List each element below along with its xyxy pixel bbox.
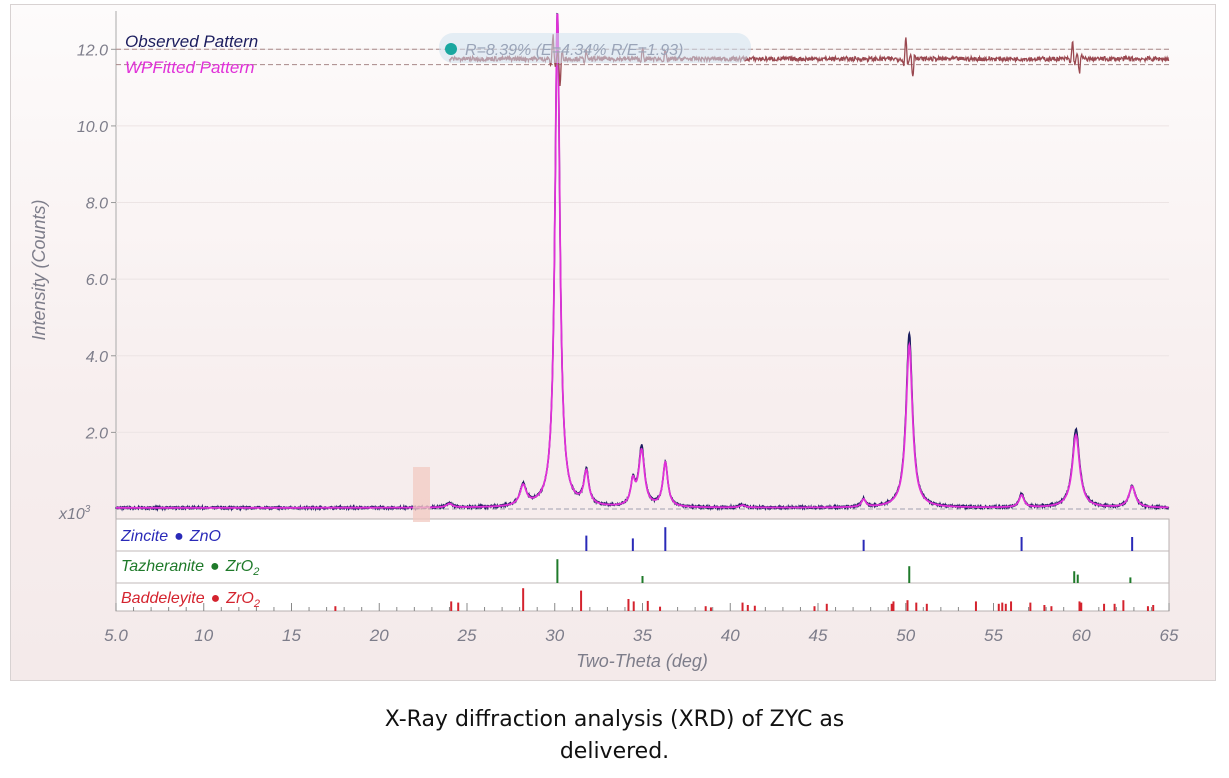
phase-reference-lines [334,527,1155,611]
x-tick-label: 5.0 [104,626,128,645]
x-tick-label: 15 [282,626,301,645]
x-tick-label: 10 [194,626,213,645]
y-grid [111,48,1169,433]
x-axis-label: Two-Theta (deg) [576,651,708,671]
fit-stats-marker [445,43,457,55]
fit-stats-glow [439,33,751,63]
observed-pattern-line [115,12,1170,512]
x-tick-marks: 5.0 10 15 20 25 30 35 40 45 50 55 60 65 [104,603,1179,645]
y-tick-label: 10.0 [77,119,108,136]
y-multiplier: x103 [58,504,91,523]
x-tick-label: 60 [1072,626,1091,645]
caption-line-1: X-Ray diffraction analysis (XRD) of ZYC … [384,707,845,732]
y-tick-label: 12.0 [77,42,108,59]
y-tick-label: 4.0 [86,349,108,366]
phase-label-baddeleyite: Baddeleyite ● ZrO2 [121,590,260,610]
xrd-chart: 2.0 4.0 6.0 8.0 10.0 12.0 5.0 10 15 20 25 30 35 40 45… [29,11,1179,671]
x-tick-label: 55 [984,626,1003,645]
phase-label-tazheranite: Tazheranite ● ZrO2 [121,558,259,578]
x-tick-label: 35 [633,626,652,645]
x-tick-label: 40 [721,626,740,645]
fitted-pattern-line [116,13,1169,509]
phase-panel [115,518,1170,612]
legend-fitted: WPFitted Pattern [125,58,254,77]
plot-area [116,11,1169,509]
figure-caption: X-Ray diffraction analysis (XRD) of ZYC … [0,704,1229,768]
legend-observed: Observed Pattern [125,32,258,51]
xrd-figure: 2.0 4.0 6.0 8.0 10.0 12.0 5.0 10 15 20 25 30 35 40 45… [10,4,1216,681]
series [115,12,1170,512]
caption-line-2: delivered. [559,739,670,764]
x-tick-label: 20 [369,626,389,645]
y-tick-label: 8.0 [86,196,108,213]
y-tick-label: 6.0 [86,272,108,289]
y-tick-label: 2.0 [85,425,108,442]
x-tick-label: 25 [457,626,477,645]
x-tick-label: 65 [1160,626,1179,645]
x-tick-label: 45 [809,626,828,645]
y-tick-labels: 2.0 4.0 6.0 8.0 10.0 12.0 [77,42,108,442]
x-tick-label: 50 [896,626,915,645]
excluded-region [413,467,430,522]
x-tick-label: 30 [545,626,564,645]
fit-stats-label: R=8.39% (E=4.34% R/E=1.93) [465,42,683,59]
y-axis-label: Intensity (Counts) [29,199,49,340]
phase-label-zincite: Zincite ● ZnO [120,528,221,545]
